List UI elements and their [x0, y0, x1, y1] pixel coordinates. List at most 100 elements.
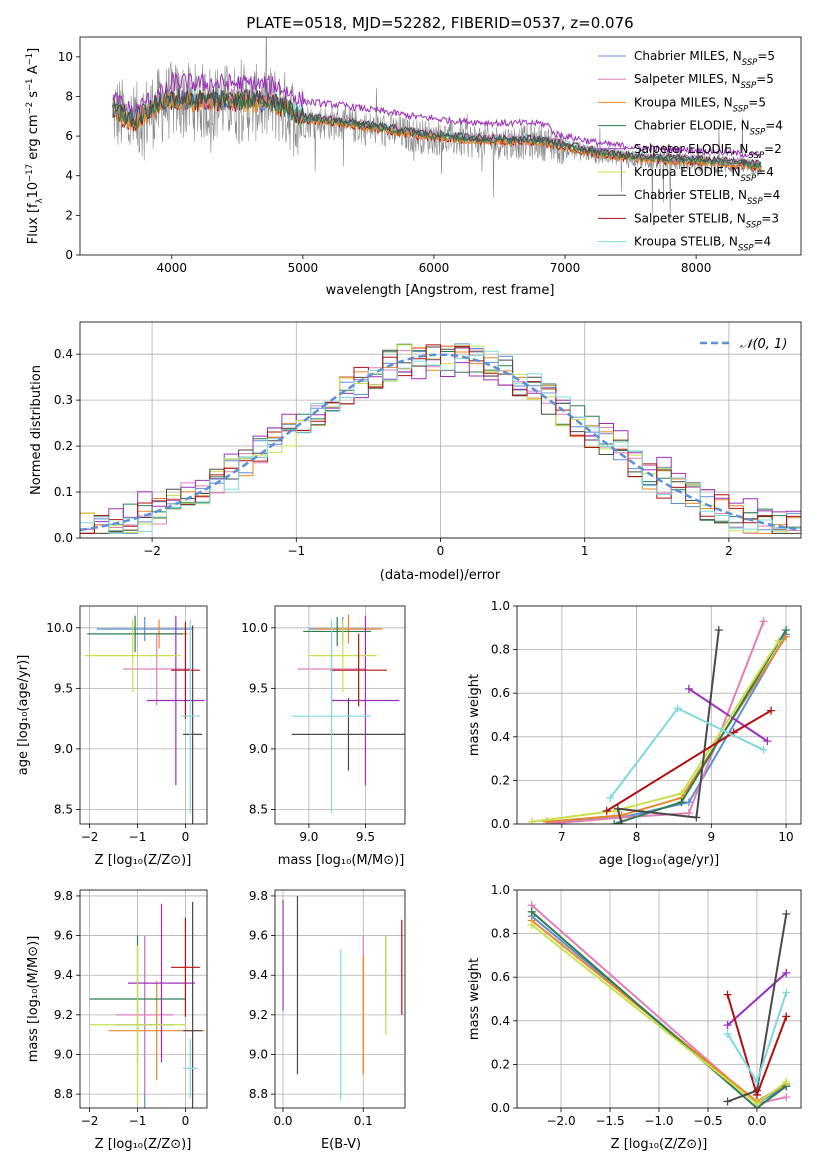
plot-area: [80, 343, 801, 534]
y-axis-label: mass [log₁₀(M/M⊙)]: [26, 936, 41, 1063]
x-tick-label: 9.0: [299, 830, 318, 844]
axes-mass_vs_z: −2 −1 0 8.8 9.0 9.2 9.4 9.6 9.8: [54, 889, 208, 1128]
x-axis-label: wavelength [Angstrom, rest frame]: [326, 283, 555, 298]
x-tick-label: 9: [707, 830, 715, 844]
legend-label: Salpeter ELODIE, NSSP=2: [634, 142, 782, 161]
plot-area: [282, 895, 403, 1101]
normal-curve: [80, 353, 801, 532]
series-marker: [782, 968, 791, 977]
x-tick-label: −2: [81, 1114, 99, 1128]
axes-mass_weight_vs_z: −2.0 −1.5 −1.0 −0.5 0.0 0.0 0.2 0.4 0.6 0.8 1.0: [491, 883, 802, 1128]
y-tick-label: 10: [58, 50, 73, 64]
legend-label: Kroupa MILES, NSSP=5: [634, 95, 766, 114]
x-axis-label: (data-model)/error: [380, 568, 501, 583]
y-tick-label: 8: [65, 89, 73, 103]
plot-area: [112, 37, 762, 220]
axes-age_vs_z: −2 −1 0 8.5 9.0 9.5 10.0: [46, 605, 208, 844]
legend-label: Kroupa ELODIE, NSSP=4: [634, 165, 774, 184]
axes-frame: [79, 321, 802, 539]
y-tick-label: 9.6: [249, 929, 268, 943]
axes-mass_weight_vs_age: 7 8 9 10 0.0 0.2 0.4 0.6 0.8 1.0: [491, 599, 802, 844]
x-tick-label: 8000: [681, 261, 712, 275]
y-tick-label: 0.1: [54, 485, 73, 499]
series-marker: [759, 617, 768, 626]
series-marker: [782, 1077, 791, 1086]
y-axis-label: mass weight: [467, 958, 482, 1040]
series-marker: [673, 704, 682, 713]
legend-label: Salpeter STELIB, NSSP=3: [634, 211, 779, 230]
y-tick-label: 9.8: [54, 889, 73, 903]
x-axis-label: Z [log₁₀(Z/Z⊙)]: [611, 1137, 708, 1152]
histogram-salpeter_stelib: [80, 344, 801, 534]
y-tick-label: 9.0: [54, 742, 73, 756]
y-tick-label: 0.0: [491, 1101, 510, 1115]
plot-area: [527, 901, 791, 1108]
y-tick-label: 8.8: [249, 1087, 268, 1101]
y-tick-label: 0.4: [54, 347, 73, 361]
x-axis-label: mass [log₁₀(M/M⊙)]: [278, 853, 405, 868]
series-marker: [752, 1090, 761, 1099]
series-marker: [782, 625, 791, 634]
x-tick-label: −1: [287, 544, 305, 558]
x-tick-label: −0.5: [693, 1114, 722, 1128]
y-tick-label: 9.8: [249, 889, 268, 903]
series-marker: [782, 988, 791, 997]
x-tick-label: 5000: [288, 261, 319, 275]
y-tick-label: 0.8: [491, 643, 510, 657]
y-tick-label: 9.2: [54, 1008, 73, 1022]
x-tick-label: 2: [725, 544, 733, 558]
y-tick-label: 0.2: [54, 439, 73, 453]
y-tick-label: 0.6: [491, 686, 510, 700]
x-tick-label: 0: [182, 830, 190, 844]
series-marker: [606, 793, 615, 802]
y-tick-label: 6: [65, 129, 73, 143]
series-marker: [763, 737, 772, 746]
series-marker: [759, 745, 768, 754]
axes-frame: [79, 36, 802, 256]
series-marker: [677, 789, 686, 798]
y-tick-label: 0.2: [491, 773, 510, 787]
y-tick-label: 9.0: [54, 1047, 73, 1061]
x-tick-label: −1: [129, 1114, 147, 1128]
y-tick-label: 0.4: [491, 1014, 510, 1028]
y-tick-label: 9.4: [249, 968, 268, 982]
series-marker: [752, 1099, 761, 1108]
y-tick-label: 0.8: [491, 927, 510, 941]
y-tick-label: 0.3: [54, 393, 73, 407]
y-tick-label: 9.6: [54, 929, 73, 943]
series-marker: [610, 820, 619, 824]
x-tick-label: 1: [581, 544, 589, 558]
series-marker: [677, 798, 686, 807]
x-tick-label: 0.1: [354, 1114, 373, 1128]
legend-label: Kroupa STELIB, NSSP=4: [634, 235, 771, 254]
y-axis-label: Flux [fλ10−17 erg cm−2 s−1 A−1]: [25, 48, 45, 244]
series-marker: [723, 990, 732, 999]
x-tick-label: 9.5: [356, 830, 375, 844]
series-marker: [767, 706, 776, 715]
y-tick-label: 0.6: [491, 970, 510, 984]
series-marker: [782, 909, 791, 918]
y-tick-label: 9.0: [249, 742, 268, 756]
y-axis-label: mass weight: [467, 674, 482, 756]
y-tick-label: 8.8: [54, 1087, 73, 1101]
y-tick-label: 9.5: [54, 681, 73, 695]
x-tick-label: −2.0: [546, 1114, 575, 1128]
series-marker: [714, 625, 723, 634]
axes-age_vs_mass: 9.0 9.5 8.5 9.0 9.5 10.0: [241, 605, 406, 844]
y-tick-label: 0.2: [491, 1057, 510, 1071]
series-marker: [613, 804, 622, 813]
series-marker: [782, 1012, 791, 1021]
y-axis-label: age [log₁₀(age/yr)]: [16, 655, 31, 776]
x-tick-label: 0.0: [273, 1114, 292, 1128]
model-spectrum-salpeter_miles: [112, 86, 762, 167]
series-line-kroupa_elodie: [531, 640, 780, 823]
x-tick-label: −2: [143, 544, 161, 558]
axes-frame: [274, 889, 406, 1109]
series-line-salpeter_miles: [546, 620, 765, 824]
y-tick-label: 1.0: [491, 599, 510, 613]
plot-area: [89, 901, 205, 1108]
axes-frame: [79, 605, 208, 825]
legend-label: Chabrier STELIB, NSSP=4: [634, 188, 780, 207]
x-tick-label: −1.5: [595, 1114, 624, 1128]
